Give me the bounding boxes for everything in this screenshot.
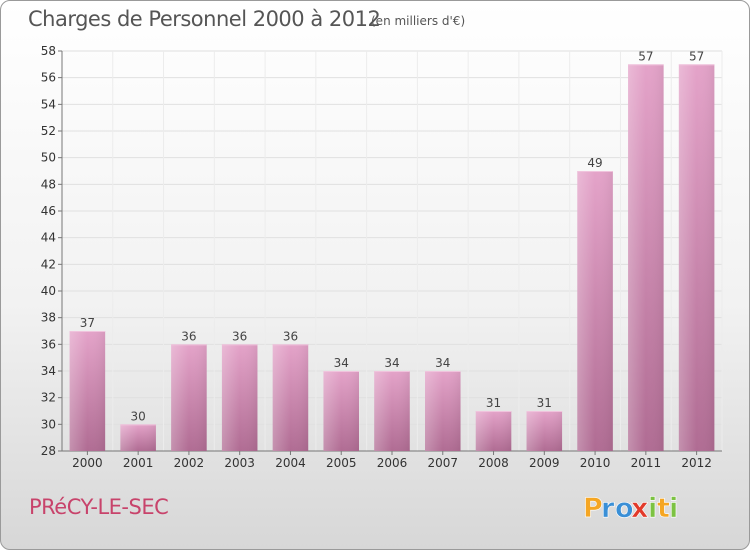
- data-label-2012: 57: [689, 49, 704, 63]
- data-label-2003: 36: [232, 329, 247, 343]
- x-tick-label: 2006: [377, 456, 408, 470]
- x-tick-label: 2005: [326, 456, 357, 470]
- x-tick-label: 2010: [580, 456, 611, 470]
- bar-shine-2004: [272, 344, 309, 451]
- y-tick-label: 54: [41, 97, 56, 111]
- commune-name: PRéCY-LE-SEC: [29, 495, 169, 519]
- data-label-2001: 30: [131, 409, 146, 423]
- y-tick-label: 32: [41, 391, 56, 405]
- bar-shine-2003: [221, 344, 258, 451]
- bar-shine-2007: [425, 371, 461, 451]
- bar-shine-2006: [374, 371, 410, 451]
- x-tick-label: 2012: [681, 456, 712, 470]
- x-tick-label: 2008: [478, 456, 509, 470]
- chart-subtitle: (en milliers d'€): [371, 14, 466, 28]
- x-tick-label: 2007: [427, 456, 458, 470]
- data-label-2010: 49: [587, 156, 602, 170]
- chart-title: Charges de Personnel 2000 à 2012: [28, 7, 381, 31]
- data-label-2002: 36: [181, 329, 196, 343]
- x-tick-label: 2009: [529, 456, 560, 470]
- y-tick-label: 42: [41, 257, 56, 271]
- y-tick-label: 30: [41, 417, 56, 431]
- bar-shine-2009: [526, 411, 563, 451]
- x-tick-label: 2001: [123, 456, 154, 470]
- x-tick-label: 2002: [174, 456, 205, 470]
- y-tick-label: 40: [41, 284, 56, 298]
- bar-shine-2005: [323, 371, 359, 451]
- y-tick-label: 36: [41, 337, 56, 351]
- y-tick-label: 28: [41, 444, 56, 458]
- bar-shine-2008: [475, 411, 512, 451]
- logo-letter: r: [601, 493, 615, 524]
- y-tick-label: 34: [41, 364, 56, 378]
- logo-letter: P: [583, 493, 603, 524]
- y-tick-label: 52: [41, 124, 56, 138]
- y-tick-label: 58: [41, 44, 56, 58]
- data-label-2009: 31: [537, 396, 552, 410]
- axes: 28 30 32 34 36 38 40 42 44 46 48 50 52 54 56 58 2000 2001…: [41, 44, 722, 470]
- y-tick-label: 56: [41, 71, 56, 85]
- logo-letter: i: [648, 493, 657, 524]
- bar-shine-2001: [120, 424, 156, 451]
- bar-shine-2002: [171, 344, 207, 451]
- y-tick-label: 48: [41, 177, 56, 191]
- logo-letter: x: [631, 493, 648, 524]
- data-labels: 37 30 36 36 36 34 34 34 31 31 49 57 57: [80, 49, 705, 423]
- data-label-2008: 31: [486, 396, 501, 410]
- bar-shine-2012: [678, 64, 715, 452]
- x-tick-label: 2003: [224, 456, 255, 470]
- bars: [69, 64, 715, 452]
- y-tick-label: 46: [41, 204, 56, 218]
- x-tick-label: 2004: [275, 456, 306, 470]
- x-tick-label: 2000: [72, 456, 103, 470]
- data-label-2004: 36: [283, 329, 298, 343]
- logo-letter: o: [615, 493, 634, 524]
- x-tick-label: 2011: [631, 456, 662, 470]
- data-label-2000: 37: [80, 316, 95, 330]
- bar-shine-2000: [69, 331, 106, 451]
- data-label-2007: 34: [435, 356, 450, 370]
- y-tick-label: 50: [41, 151, 56, 165]
- bar-shine-2011: [628, 64, 664, 452]
- data-label-2006: 34: [384, 356, 399, 370]
- data-label-2005: 34: [334, 356, 349, 370]
- logo-letter: i: [669, 493, 678, 524]
- y-tick-label: 44: [41, 231, 56, 245]
- y-tick-label: 38: [41, 311, 56, 325]
- proxiti-logo: Pr ox i t i: [583, 493, 679, 525]
- data-label-2011: 57: [638, 49, 653, 63]
- bar-shine-2010: [577, 171, 613, 451]
- logo-letter: t: [657, 493, 670, 524]
